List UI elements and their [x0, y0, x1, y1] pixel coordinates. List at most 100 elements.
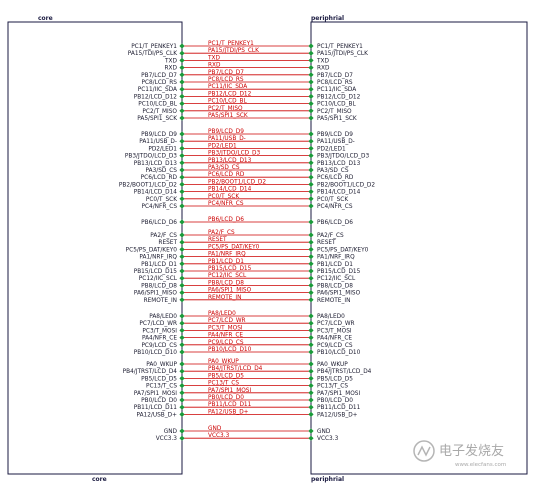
core-pin-icon: [179, 131, 185, 137]
core-pin-icon: [179, 138, 185, 144]
core-pin-label: PB8/LCD_D8: [141, 283, 177, 289]
connection-row: PA5/SPI1_SCK PA5/SPI1_SCK PA5/SPI1_SCK: [137, 113, 357, 122]
net-label: PA12/USB_D+: [208, 409, 249, 415]
connection-row: PC8/LCD_RS PC8/LCD_RS PC8/LCD_RS: [141, 77, 352, 86]
periph-pin-icon: [308, 268, 314, 274]
core-pin-label: PB14/LCD_D14: [134, 190, 178, 196]
periph-pin-label: PB2/BOOT1/LCD_D2: [317, 182, 375, 188]
core-pin-label: PB11/LCD_D11: [134, 405, 178, 411]
net-label: PA2/F_CS: [208, 230, 235, 236]
core-pin-icon: [179, 160, 185, 166]
periph-pin-icon: [308, 411, 314, 417]
net-label: PB13/LCD_D13: [208, 158, 252, 164]
periph-pin-icon: [308, 101, 314, 107]
periph-pin-label: PD2/LED1: [317, 146, 346, 152]
core-pin-label: PA1/NRF_IRQ: [139, 255, 177, 261]
net-label: RXD: [208, 63, 221, 69]
net-label: PA11/USB_D-: [208, 136, 246, 142]
net-label: PC0/T_SCK: [208, 194, 239, 200]
connection-row: PA8/LED0 PA8/LED0 PA8/LED0: [149, 311, 345, 320]
core-pin-icon: [179, 313, 185, 319]
periph-pin-label: PC13/T_CS: [317, 384, 348, 390]
periph-pin-icon: [308, 65, 314, 71]
periph-pin-label: PB13/LCD_D13: [317, 161, 361, 167]
connection-row: PB13/LCD_D13 PB13/LCD_D13 PB13/LCD_D13: [134, 158, 361, 167]
periph-pin-label: PC7/LCD_WR: [317, 321, 355, 327]
core-title-top: core: [38, 15, 53, 22]
connection-row: PC12/IIC_SCL PC12/IIC_SCL PC12/IIC_SCL: [139, 273, 356, 282]
core-pin-label: PC3/T_MOSI: [142, 328, 177, 334]
core-pin-label: PC9/LCD_CS: [141, 343, 177, 349]
net-label: VCC3.3: [208, 433, 230, 439]
connection-row: PA11/USB_D- PA11/USB_D- PA11/USB_D-: [139, 136, 355, 145]
periph-pin-label: PB11/LCD_D11: [317, 405, 361, 411]
periph-pin-label: PA11/USB_D-: [317, 139, 355, 145]
net-label: PA0_WKUP: [208, 359, 239, 365]
periph-pin-label: PC10/LCD_BL: [317, 102, 356, 108]
periph-pin-label: PA12/USB_D+: [317, 412, 358, 418]
core-pin-label: TXD: [164, 58, 178, 64]
periph-pin-icon: [308, 282, 314, 288]
core-pin-icon: [179, 297, 185, 303]
connection-row: PA4/NFR_CE PA4/NFR_CE PA4/NFR_CE: [142, 333, 352, 342]
core-pin-icon: [179, 203, 185, 209]
net-label: PA1/NRF_IRQ: [208, 252, 246, 258]
periph-pin-icon: [308, 375, 314, 381]
periph-pin-label: PB12/LCD_D12: [317, 94, 361, 100]
periph-pin-icon: [308, 189, 314, 195]
connection-row: PD2/LED1 PD2/LED1 PD2/LED1: [148, 143, 346, 152]
connection-row: PB9/LCD_D9 PB9/LCD_D9 PB9/LCD_D9: [141, 129, 353, 138]
periph-pin-label: PB1/LCD_D1: [317, 262, 353, 268]
core-pin-icon: [179, 254, 185, 260]
net-label: PB10/LCD_D10: [208, 347, 252, 353]
core-pin-label: PB4/JTRST/LCD_D4: [123, 369, 178, 375]
periph-pin-label: PB15/LCD_D15: [317, 269, 361, 275]
net-label: PC6/LCD_RD: [208, 172, 245, 178]
core-pin-label: PA6/SPI1_MISO: [134, 291, 178, 297]
net-label: PC1/T_PENKEY1: [208, 41, 254, 47]
periph-pin-icon: [308, 232, 314, 238]
periph-pin-icon: [308, 390, 314, 396]
watermark-url: www.elecfans.com: [455, 462, 506, 468]
periph-pin-label: PA2/F_CS: [317, 233, 344, 239]
periph-title-top: periphrial: [311, 15, 344, 22]
net-label: PB15/LCD_D15: [208, 266, 252, 272]
periph-pin-icon: [308, 174, 314, 180]
core-pin-icon: [179, 65, 185, 71]
core-pin-label: PA12/USB_D+: [136, 412, 177, 418]
periph-pin-icon: [308, 404, 314, 410]
periph-pin-icon: [308, 383, 314, 389]
core-pin-label: PC6/LCD_RD: [141, 175, 178, 181]
connection-row: PC5/PS_DAT/KEY0 PC5/PS_DAT/KEY0 PC5/PS_DAT…: [126, 244, 369, 253]
connection-row: PC1/T_PENKEY1 PC1/T_PENKEY1 PC1/T_PENKEY1: [131, 41, 363, 50]
net-label: TXD: [207, 55, 221, 61]
periph-pin-icon: [308, 57, 314, 63]
periph-pin-icon: [308, 428, 314, 434]
periph-pin-label: RESET: [317, 240, 336, 246]
core-pin-icon: [179, 43, 185, 49]
net-label: PB0/LCD_D0: [208, 395, 244, 401]
core-pin-icon: [179, 115, 185, 121]
core-pin-label: PC0/T_SCK: [146, 197, 177, 203]
periph-pin-label: PA6/SPI1_MISO: [317, 291, 361, 297]
periph-pin-icon: [308, 327, 314, 333]
connection-row: PC4/NFR_CS PC4/NFR_CS PC4/NFR_CS: [141, 201, 352, 210]
core-pin-label: PA7/SPI1_MOSI: [134, 391, 177, 397]
periph-pin-label: PC4/NFR_CS: [317, 204, 353, 210]
core-pin-label: PC7/LCD_WR: [139, 321, 177, 327]
periph-pin-label: PB7/LCD_D7: [317, 73, 353, 79]
connection-row: PB3/JTDO/LCD_D3 PB3/JTDO/LCD_D3 PB3/JTDO/L…: [125, 151, 370, 160]
periph-pin-label: REMOTE_IN: [317, 298, 350, 304]
net-label: PC9/LCD_CS: [208, 340, 244, 346]
core-pin-icon: [179, 101, 185, 107]
net-label: PC11/IIC_SDA: [208, 84, 247, 90]
core-pin-label: PC8/LCD_RS: [141, 80, 177, 86]
periph-pin-label: PC1/T_PENKEY1: [317, 44, 363, 50]
periph-pin-icon: [308, 361, 314, 367]
periph-pin-label: GND: [317, 429, 331, 435]
core-pin-icon: [179, 93, 185, 99]
watermark-text: 电子发烧友: [439, 443, 504, 459]
net-label: PC4/NFR_CS: [208, 201, 244, 207]
connection-row: PB7/LCD_D7 PB7/LCD_D7 PB7/LCD_D7: [141, 70, 353, 79]
